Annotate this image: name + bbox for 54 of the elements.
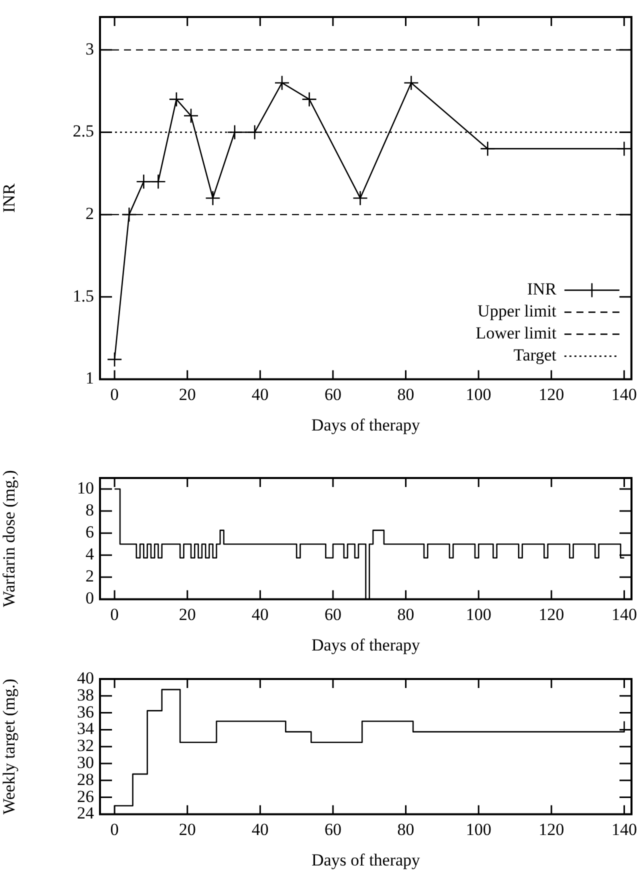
x-tick-label: 140 [611,820,637,839]
x-axis-title: Days of therapy [311,415,420,434]
y-tick-label: 6 [86,522,94,542]
x-tick-label: 20 [178,820,196,839]
x-tick-label: 40 [252,820,269,839]
x-tick-label: 20 [178,384,196,404]
x-tick-label: 0 [110,820,119,839]
x-tick-label: 40 [252,604,269,624]
y-tick-label: 3 [86,39,94,58]
y-tick-label: 38 [77,685,94,704]
x-tick-label: 140 [611,604,637,624]
y-axis-title: Warfarin dose (mg.) [0,470,19,608]
x-tick-label: 120 [538,604,564,624]
x-tick-label: 0 [110,604,119,624]
y-tick-label: 24 [77,804,94,823]
x-tick-label: 100 [466,384,492,404]
y-axis-title: Weekly target (mg.) [0,678,19,814]
x-tick-label: 120 [538,820,564,839]
x-axis-title: Days of therapy [311,850,421,870]
y-tick-label: 4 [86,544,94,564]
x-tick-label: 120 [538,384,564,404]
y-tick-label: 8 [86,500,94,520]
y-tick-label: 1.5 [72,286,94,306]
y-tick-label: 1 [86,368,94,388]
x-tick-label: 20 [178,604,196,624]
legend-label: Target [514,346,557,365]
x-tick-label: 0 [110,384,119,404]
y-tick-label: 34 [77,719,94,738]
y-tick-label: 36 [77,702,94,722]
x-tick-label: 140 [611,384,637,404]
y-tick-label: 2.5 [72,122,94,141]
x-tick-label: 80 [397,820,414,839]
x-tick-label: 80 [397,384,414,404]
legend-label: INR [527,280,558,299]
x-tick-label: 40 [252,384,269,404]
x-tick-label: 100 [466,604,492,624]
y-tick-label: 2 [86,566,94,586]
y-tick-label: 28 [77,770,94,789]
y-tick-label: 32 [77,736,94,756]
y-tick-label: 40 [77,668,94,688]
x-tick-label: 60 [324,820,342,839]
y-tick-label: 26 [77,786,94,806]
x-axis-title: Days of therapy [311,635,421,654]
y-tick-label: 0 [86,588,94,608]
y-tick-label: 10 [77,478,94,498]
x-tick-label: 60 [324,604,342,624]
x-tick-label: 100 [466,820,492,839]
y-axis-title: INR [0,182,19,213]
legend-label: Upper limit [478,302,557,321]
legend-label: Lower limit [476,324,557,343]
x-tick-label: 80 [397,604,414,624]
y-tick-label: 30 [77,752,94,772]
y-tick-label: 2 [86,204,94,224]
x-tick-label: 60 [324,384,342,404]
